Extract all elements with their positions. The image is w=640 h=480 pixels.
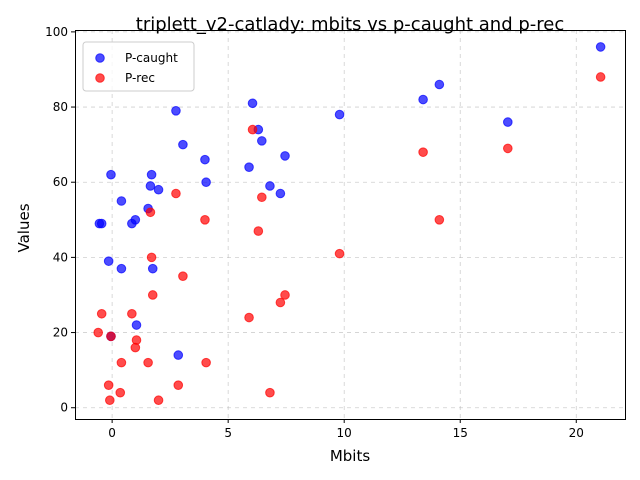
data-point-p-caught [503, 117, 513, 127]
data-point-p-rec [253, 226, 264, 236]
data-point-p-caught [595, 42, 606, 52]
data-point-p-caught [201, 177, 211, 188]
data-point-p-caught [244, 162, 254, 172]
data-point-p-rec [146, 252, 157, 263]
data-point-p-caught [171, 106, 181, 116]
plot-area-frame [75, 30, 626, 420]
data-point-p-caught [247, 98, 258, 109]
y-axis-label: Values [15, 203, 33, 252]
data-point-p-rec [116, 357, 127, 368]
data-point-p-caught [131, 320, 142, 330]
data-point-p-caught [280, 151, 290, 161]
legend-label: P-caught [125, 51, 178, 65]
data-point-p-caught [116, 263, 127, 274]
data-point-p-rec [115, 387, 126, 398]
x-axis-label: Mbits [330, 447, 371, 465]
x-tick-label: 20 [569, 426, 584, 440]
y-tick-label: 100 [45, 25, 68, 39]
x-tick-label: 10 [337, 426, 352, 440]
data-point-p-rec [200, 215, 210, 225]
chart-title: triplett_v2-catlady: mbits vs p-caught a… [136, 14, 564, 35]
data-point-p-rec [153, 395, 164, 406]
x-tick-label: 0 [108, 426, 116, 440]
axis-ticks: 0 5 10 15 20 0 20 40 60 80 100 [45, 25, 584, 440]
y-tick-label: 40 [53, 250, 68, 264]
data-point-p-caught [265, 181, 275, 191]
data-point-p-caught [106, 169, 116, 180]
data-point-p-rec [103, 380, 114, 390]
data-point-p-caught [275, 188, 286, 199]
data-point-p-rec [257, 192, 267, 203]
data-point-p-rec [244, 312, 254, 323]
data-point-p-rec [265, 387, 275, 398]
legend-marker-p-caught [95, 53, 105, 63]
data-point-p-rec [143, 357, 153, 368]
data-point-p-rec [434, 215, 445, 225]
data-point-p-rec [145, 207, 156, 218]
data-point-p-caught [130, 215, 141, 225]
data-point-p-caught [334, 109, 345, 120]
data-point-p-rec [503, 143, 513, 154]
data-point-p-rec [275, 297, 286, 308]
legend: P-caught P-rec [82, 41, 195, 92]
data-point-p-rec [173, 380, 184, 390]
data-point-p-rec [247, 124, 258, 135]
data-point-p-caught [418, 94, 428, 105]
y-tick-label: 60 [53, 175, 68, 189]
data-point-p-caught [96, 218, 107, 229]
data-point-p-caught [173, 350, 184, 360]
data-point-p-caught [145, 181, 156, 191]
grid [75, 30, 625, 419]
data-point-p-caught [147, 263, 158, 274]
data-point-p-rec [595, 72, 606, 82]
y-tick-label: 20 [53, 326, 68, 340]
legend-label: P-rec [125, 71, 155, 85]
data-point-p-rec [106, 331, 116, 342]
data-point-p-caught [178, 139, 188, 150]
x-tick-label: 15 [453, 426, 468, 440]
data-point-p-rec [96, 308, 107, 319]
x-tick-label: 5 [224, 426, 232, 440]
data-point-p-rec [334, 248, 345, 259]
legend-marker-p-rec [95, 73, 105, 83]
data-point-p-rec [131, 335, 142, 345]
y-tick-label: 80 [53, 100, 68, 114]
data-point-p-rec [127, 308, 137, 319]
data-point-p-rec [147, 290, 158, 300]
data-point-p-caught [257, 136, 267, 146]
data-point-p-rec [280, 290, 290, 300]
data-point-p-rec [418, 147, 428, 157]
legend-frame [82, 41, 195, 92]
data-point-p-caught [153, 184, 164, 195]
data-points [93, 42, 606, 406]
data-point-p-caught [200, 154, 210, 165]
data-point-p-caught [116, 196, 127, 206]
data-point-p-rec [171, 188, 181, 199]
data-point-p-rec [93, 327, 104, 338]
data-point-p-rec [105, 395, 115, 406]
data-point-p-rec [201, 357, 211, 368]
data-point-p-caught [103, 256, 114, 266]
data-point-p-rec [178, 271, 188, 281]
data-point-p-caught [434, 79, 445, 90]
y-tick-label: 0 [60, 401, 68, 415]
data-point-p-caught [146, 169, 157, 180]
